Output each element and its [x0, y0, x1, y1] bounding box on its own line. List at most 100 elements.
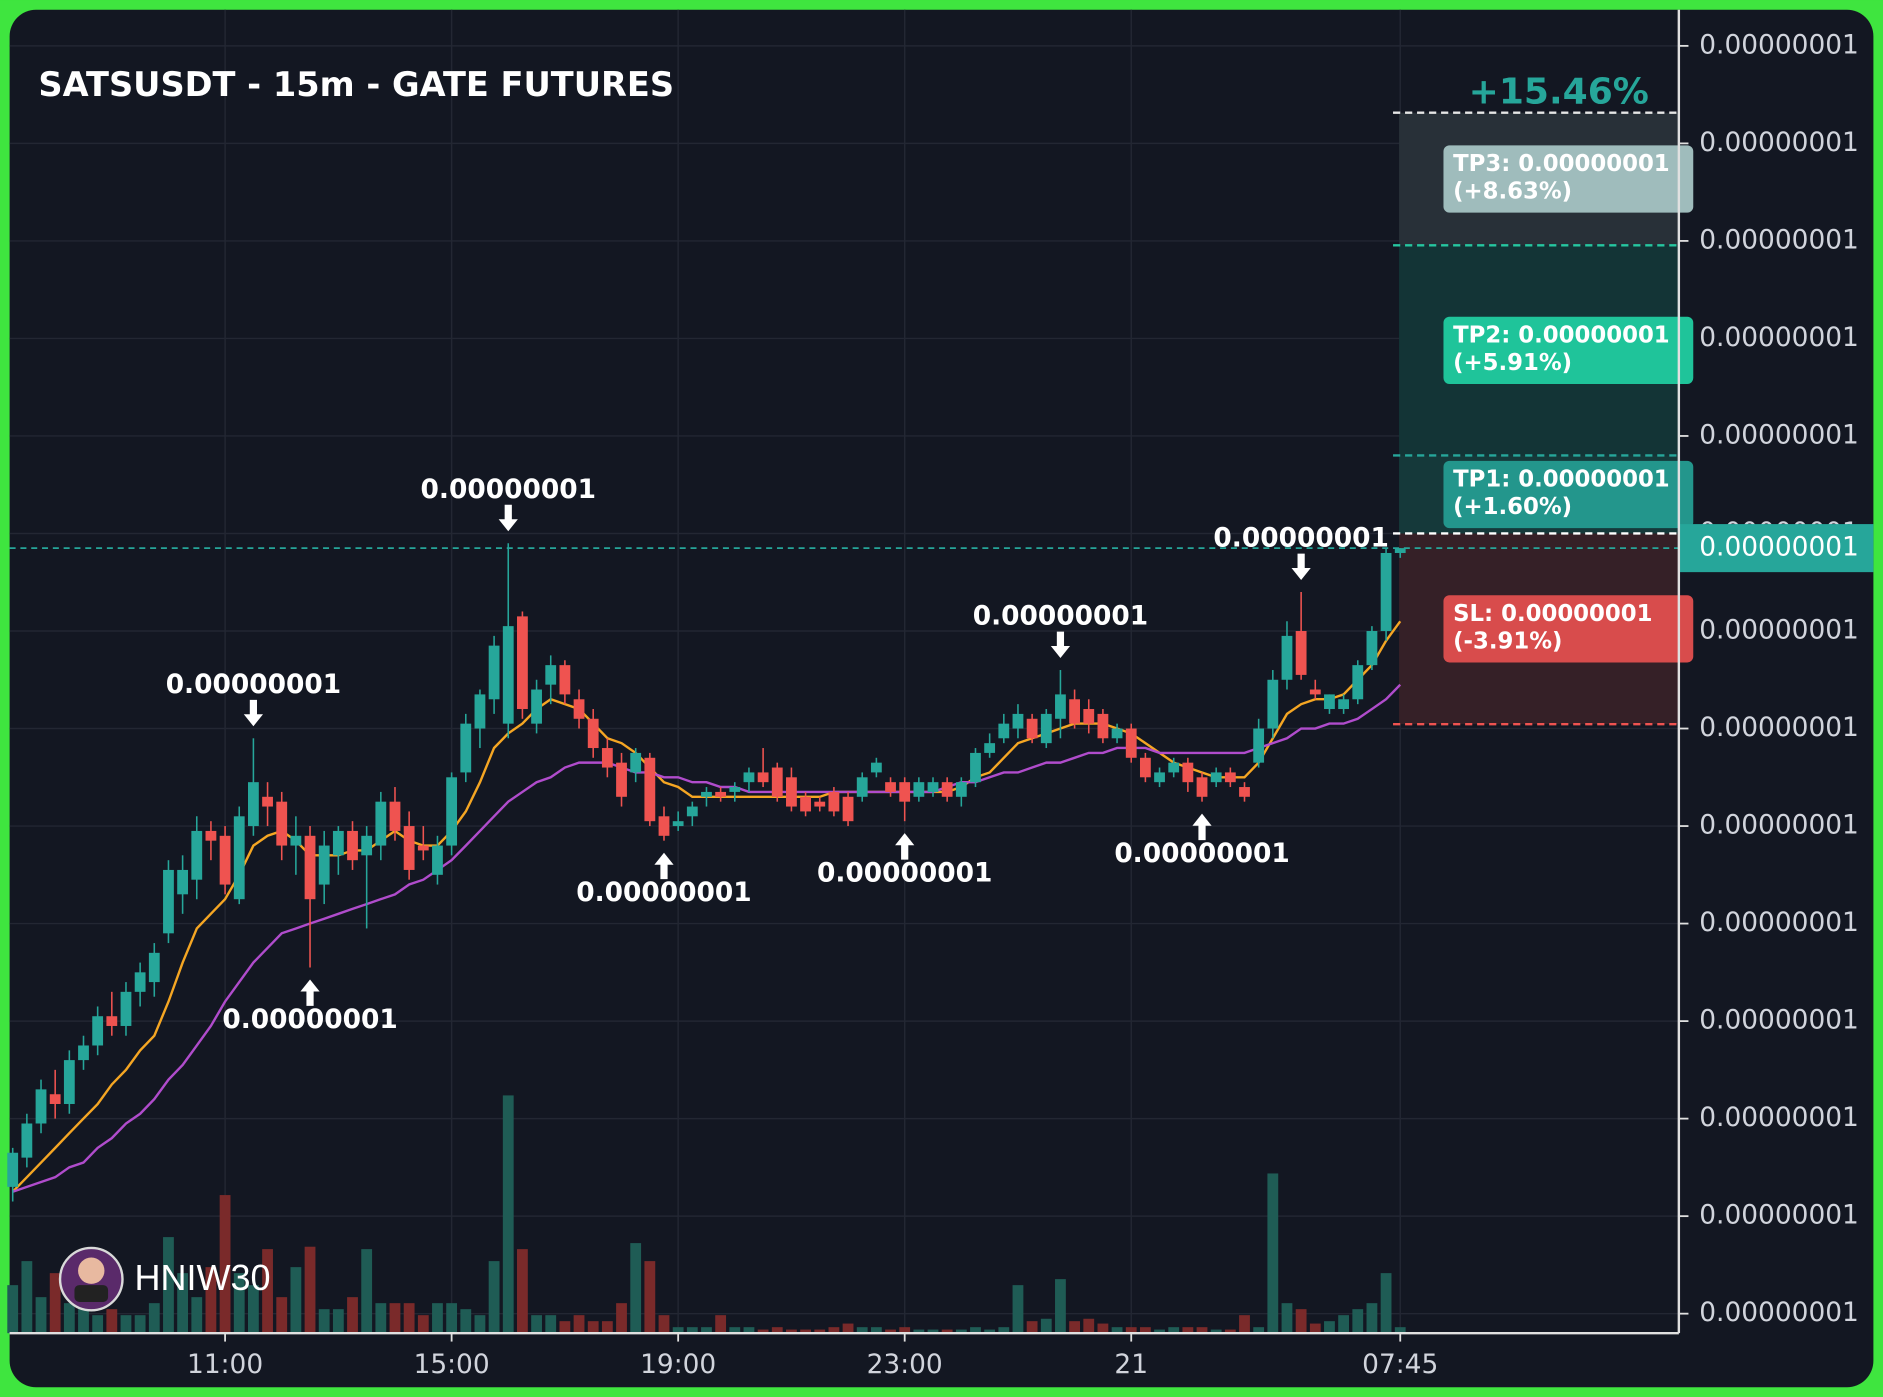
volume-bar [318, 1309, 330, 1334]
volume-bar [729, 1327, 741, 1334]
volume-bar [247, 1285, 259, 1334]
volume-bar [403, 1303, 415, 1334]
candle-body [686, 806, 698, 817]
candle-body [21, 1123, 33, 1158]
volume-bar [1394, 1327, 1406, 1334]
volume-bar [1281, 1303, 1293, 1334]
volume-bar [432, 1303, 443, 1334]
chart-title: SATSUSDT - 15m - GATE FUTURES [38, 65, 674, 104]
annotation-arrow [300, 979, 320, 1006]
label-layer: 0.00000001 0.00000001 0.00000001 0.00000001… [9, 29, 1874, 1380]
level-box [1443, 460, 1694, 529]
candle-body [247, 782, 259, 827]
volume-bar [7, 1285, 19, 1334]
y-tick-label: 0.00000001 [1699, 615, 1859, 646]
volume-bar [1182, 1327, 1194, 1334]
candle-body [955, 782, 967, 797]
x-tick-label: 07:45 [1362, 1349, 1438, 1380]
candle-body [106, 1016, 118, 1026]
volume-bar [148, 1303, 160, 1334]
volume-bar [1139, 1327, 1151, 1334]
candle-body [1069, 699, 1080, 724]
watermark: HNIW30 [58, 1246, 271, 1312]
candle-body [941, 782, 953, 797]
candle-body [927, 782, 939, 792]
candle-body [403, 826, 415, 870]
volume-bar [715, 1315, 727, 1334]
candle-body [984, 743, 996, 753]
candle-body [502, 626, 514, 724]
candle-body [1366, 631, 1378, 666]
volume-bar [616, 1303, 627, 1334]
volume-bar [1253, 1327, 1265, 1334]
level-label: TP1: 0.00000001 [1453, 467, 1670, 493]
volume-bar [474, 1315, 486, 1334]
volume-bar [842, 1323, 854, 1334]
candle-body [63, 1060, 75, 1104]
volume-bar [78, 1297, 89, 1334]
volume-bar [885, 1329, 896, 1334]
candle-body [219, 835, 231, 885]
candle-body [800, 796, 811, 812]
indicator-line [12, 683, 1402, 1193]
candle-body [998, 723, 1010, 739]
candle-body [757, 772, 769, 783]
candle-body [1026, 718, 1038, 739]
level-box [1443, 595, 1694, 663]
annotation-arrow [1291, 553, 1311, 580]
candle-body [276, 801, 288, 846]
volume-bar [1267, 1173, 1279, 1334]
volume-bar [828, 1327, 840, 1334]
candle-body [885, 782, 896, 792]
candle-body [1182, 762, 1194, 783]
candle-body [587, 718, 599, 749]
candle-body [1267, 679, 1279, 729]
candle-body [49, 1094, 61, 1104]
candle-body [1012, 713, 1024, 729]
volume-bar [361, 1249, 373, 1334]
candle-body [616, 762, 627, 797]
candle-body [148, 952, 160, 983]
volume-layer [7, 1095, 1406, 1334]
volume-bar [1083, 1318, 1095, 1334]
volume-bar [233, 1273, 245, 1334]
candle-body [658, 816, 670, 836]
volume-bar [517, 1249, 528, 1334]
candle-body [1210, 772, 1222, 783]
annotation-arrow [498, 504, 518, 532]
y-tick-label: 0.00000001 [1699, 1297, 1859, 1328]
y-tick-label: 0.00000001 [1699, 712, 1859, 743]
volume-bar [1224, 1329, 1236, 1334]
candle-body [361, 835, 373, 856]
volume-bar [262, 1249, 273, 1334]
volume-bar [970, 1327, 981, 1334]
volume-bar [1380, 1273, 1392, 1334]
y-tick-label: 0.00000001 [1699, 322, 1859, 353]
candle-body [304, 835, 316, 900]
volume-bar [120, 1315, 132, 1334]
volume-bar [1026, 1321, 1038, 1334]
low-label: 0.00000001 [817, 858, 992, 889]
candle-body [1295, 631, 1307, 675]
volume-bar [1111, 1327, 1123, 1334]
volume-bar [686, 1327, 698, 1334]
volume-bar [219, 1195, 231, 1334]
volume-bar [786, 1329, 797, 1334]
volume-bar [941, 1329, 953, 1334]
volume-bar [630, 1243, 642, 1334]
candle-body [1139, 757, 1151, 778]
y-tick-label: 0.00000001 [1699, 810, 1859, 841]
volume-bar [502, 1095, 514, 1334]
candle-body [743, 772, 755, 783]
volume-bar [417, 1315, 429, 1334]
candle-body [814, 801, 826, 807]
volume-bar [1125, 1327, 1137, 1334]
volume-bar [1196, 1327, 1208, 1334]
candle-layer [7, 543, 1406, 1202]
volume-bar [1168, 1327, 1180, 1334]
candle-body [701, 791, 712, 797]
candle-body [1154, 772, 1165, 783]
candle-body [290, 835, 302, 846]
candle-body [545, 665, 557, 685]
annotation-arrow [895, 833, 915, 860]
